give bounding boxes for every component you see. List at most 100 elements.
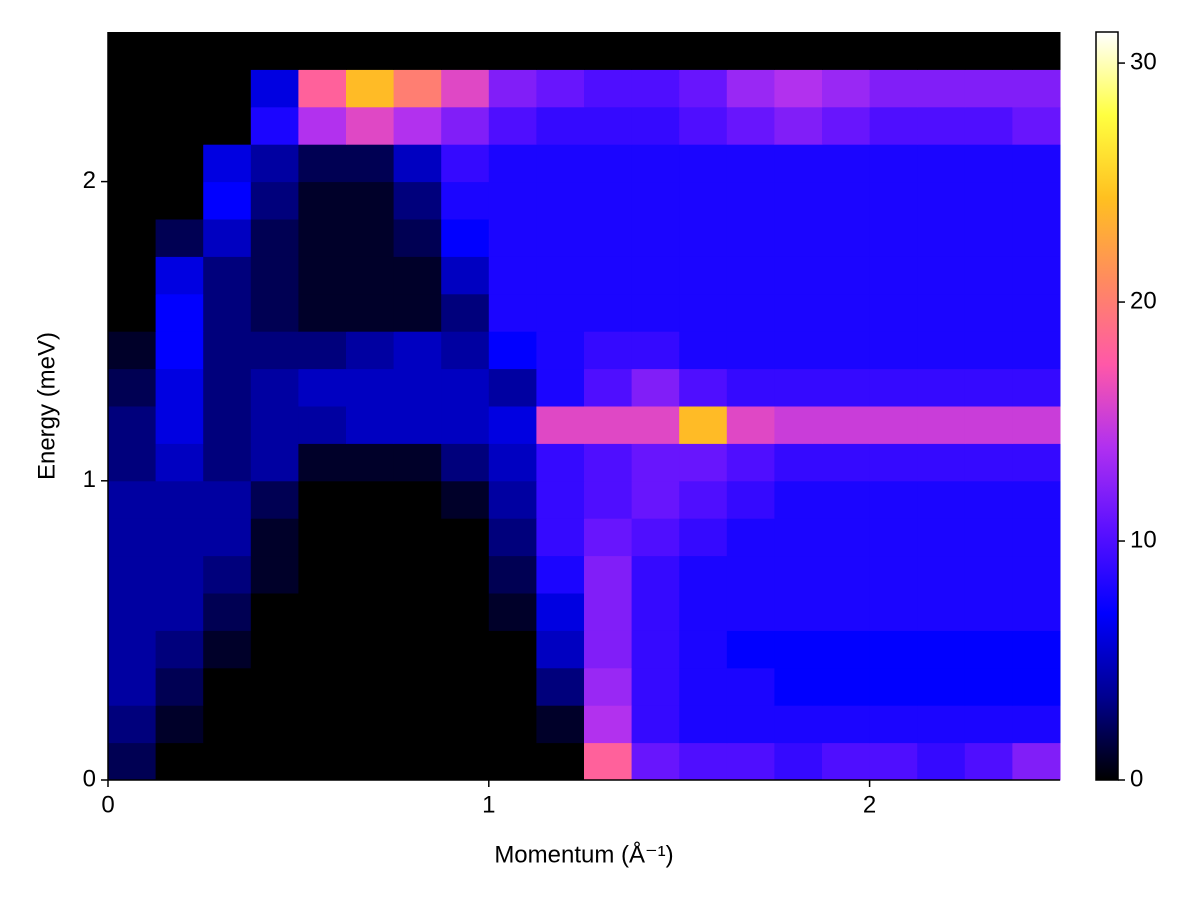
heatmap-cell: [822, 144, 871, 183]
heatmap-cell: [250, 593, 299, 631]
heatmap-cell: [203, 518, 252, 557]
heatmap-cell: [822, 368, 871, 407]
heatmap-cell: [631, 32, 680, 70]
heatmap-cell: [203, 331, 252, 370]
heatmap-cell: [346, 593, 395, 631]
x-tick-label: 1: [482, 791, 495, 818]
heatmap-cell: [1012, 32, 1061, 70]
heatmap-cell: [298, 593, 347, 631]
heatmap-cell: [631, 667, 680, 706]
heatmap-cell: [917, 480, 966, 519]
heatmap-cell: [298, 32, 347, 70]
heatmap-cell: [964, 667, 1013, 706]
heatmap-cell: [298, 705, 347, 744]
heatmap-cell: [488, 406, 537, 444]
heatmap-cell: [488, 106, 537, 145]
heatmap-cell: [108, 293, 157, 332]
heatmap-cell: [679, 293, 728, 332]
heatmap-cell: [441, 705, 490, 744]
heatmap-cell: [1012, 667, 1061, 706]
heatmap-cell: [917, 593, 966, 631]
heatmap-cell: [488, 368, 537, 407]
y-tick-label: 2: [83, 167, 96, 194]
heatmap-cell: [1012, 106, 1061, 145]
heatmap-cell: [155, 32, 204, 70]
colorbar-tick-label: 0: [1130, 765, 1143, 792]
heatmap-cell: [869, 630, 918, 669]
heatmap-cell: [964, 256, 1013, 295]
heatmap-cell: [964, 443, 1013, 482]
heatmap-cell: [726, 742, 775, 781]
heatmap-cell: [441, 667, 490, 706]
heatmap-cell: [488, 181, 537, 220]
heatmap-cell: [1012, 443, 1061, 482]
heatmap-cell: [584, 144, 633, 183]
x-tick-label: 0: [101, 791, 114, 818]
heatmap-cell: [250, 443, 299, 482]
heatmap-cell: [631, 293, 680, 332]
heatmap-cell: [393, 106, 442, 145]
heatmap-cell: [822, 69, 871, 108]
heatmap-cell: [964, 705, 1013, 744]
heatmap-cell: [536, 106, 585, 145]
heatmap-cell: [488, 480, 537, 519]
heatmap-cell: [679, 518, 728, 557]
heatmap-cell: [346, 443, 395, 482]
heatmap-cell: [488, 443, 537, 482]
heatmap-cell: [869, 368, 918, 407]
heatmap-cell: [488, 667, 537, 706]
heatmap-cell: [203, 555, 252, 594]
heatmap-cell: [869, 331, 918, 370]
heatmap-cell: [346, 630, 395, 669]
heatmap-cell: [964, 742, 1013, 781]
heatmap-cell: [441, 144, 490, 183]
heatmap-cell: [584, 293, 633, 332]
heatmap-cell: [1012, 144, 1061, 183]
heatmap-cell: [917, 106, 966, 145]
heatmap-cell: [155, 144, 204, 183]
heatmap-cell: [822, 32, 871, 70]
heatmap-cell: [298, 331, 347, 370]
heatmap-cell: [250, 368, 299, 407]
heatmap-cell: [536, 705, 585, 744]
heatmap-cell: [203, 256, 252, 295]
heatmap-cell: [346, 331, 395, 370]
heatmap-cell: [298, 667, 347, 706]
heatmap-cell: [250, 256, 299, 295]
heatmap-cell: [536, 256, 585, 295]
heatmap-cell: [250, 630, 299, 669]
heatmap-cell: [250, 181, 299, 220]
heatmap-cell: [726, 368, 775, 407]
heatmap-cell: [679, 630, 728, 669]
heatmap-cell: [774, 293, 823, 332]
heatmap-cell: [869, 480, 918, 519]
heatmap-cell: [584, 69, 633, 108]
heatmap-cell: [917, 32, 966, 70]
heatmap-cell: [679, 742, 728, 781]
heatmap-cell: [869, 518, 918, 557]
heatmap-cell: [726, 256, 775, 295]
heatmap-cell: [631, 705, 680, 744]
heatmap-cell: [679, 32, 728, 70]
heatmap-cell: [155, 69, 204, 108]
heatmap-cell: [108, 32, 157, 70]
heatmap-cell: [155, 181, 204, 220]
y-axis-label: Energy (meV): [33, 332, 60, 480]
heatmap-cell: [822, 667, 871, 706]
heatmap-cell: [108, 705, 157, 744]
heatmap-cell: [108, 518, 157, 557]
heatmap-cell: [536, 219, 585, 257]
heatmap-cell: [346, 667, 395, 706]
heatmap-cell: [250, 293, 299, 332]
heatmap-cell: [1012, 256, 1061, 295]
heatmap-cell: [584, 106, 633, 145]
heatmap-cell: [250, 742, 299, 781]
heatmap-cell: [393, 667, 442, 706]
heatmap-cell: [203, 742, 252, 781]
heatmap-cell: [346, 181, 395, 220]
heatmap-cell: [917, 518, 966, 557]
heatmap-cell: [203, 293, 252, 332]
heatmap-cell: [631, 219, 680, 257]
colorbar-tick-label: 30: [1130, 48, 1157, 75]
